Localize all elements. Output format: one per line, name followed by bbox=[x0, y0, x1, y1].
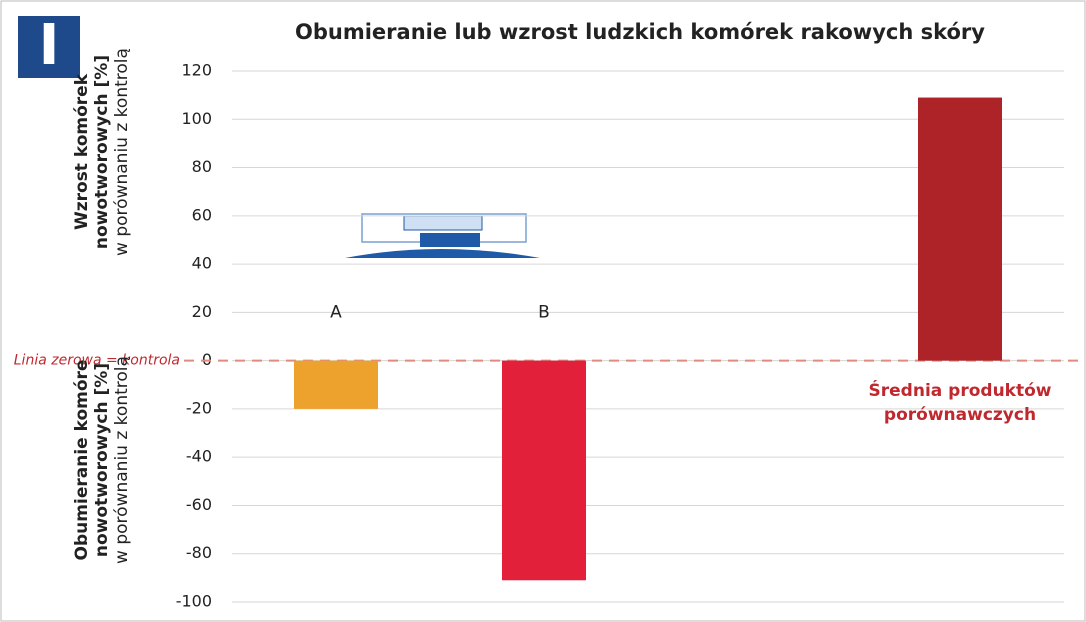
product-icon bbox=[345, 214, 540, 258]
y-tick-label: -20 bbox=[186, 398, 212, 417]
y-tick-label: 120 bbox=[181, 61, 212, 80]
y-label-subtitle: w porównaniu z kontrolą bbox=[112, 356, 132, 564]
y-tick-label: 100 bbox=[181, 109, 212, 128]
bar bbox=[918, 98, 1002, 361]
y-label-title: Obumieranie komóre nowotworowych [%] bbox=[72, 320, 112, 600]
x-tick-label: Średnia produktów porównawczych bbox=[850, 379, 1070, 427]
y-label-subtitle: w porównaniu z kontrolą bbox=[112, 48, 132, 256]
y-tick-label: -80 bbox=[186, 543, 212, 562]
y-tick-label: 60 bbox=[192, 205, 212, 224]
y-label-positive: Wzrost komórek nowotworowych [%]w porówn… bbox=[72, 12, 132, 292]
y-tick-label: 40 bbox=[192, 254, 212, 273]
y-tick-label: -100 bbox=[176, 592, 212, 611]
page: I Obumieranie lub wzrost ludzkich komóre… bbox=[0, 0, 1086, 622]
y-tick-label: -40 bbox=[186, 447, 212, 466]
y-tick-label: 80 bbox=[192, 157, 212, 176]
y-tick-label: -60 bbox=[186, 495, 212, 514]
chart: I Obumieranie lub wzrost ludzkich komóre… bbox=[0, 0, 1086, 622]
badge: I bbox=[39, 13, 60, 78]
x-tick-label: B bbox=[538, 302, 550, 322]
bar bbox=[294, 361, 378, 409]
y-tick-label: 20 bbox=[192, 302, 212, 321]
chart-title: Obumieranie lub wzrost ludzkich komórek … bbox=[295, 20, 985, 44]
y-label-title: Wzrost komórek nowotworowych [%] bbox=[72, 12, 112, 292]
bar bbox=[502, 361, 586, 581]
x-tick-label: A bbox=[330, 302, 342, 322]
y-label-negative: Obumieranie komóre nowotworowych [%]w po… bbox=[72, 320, 132, 600]
